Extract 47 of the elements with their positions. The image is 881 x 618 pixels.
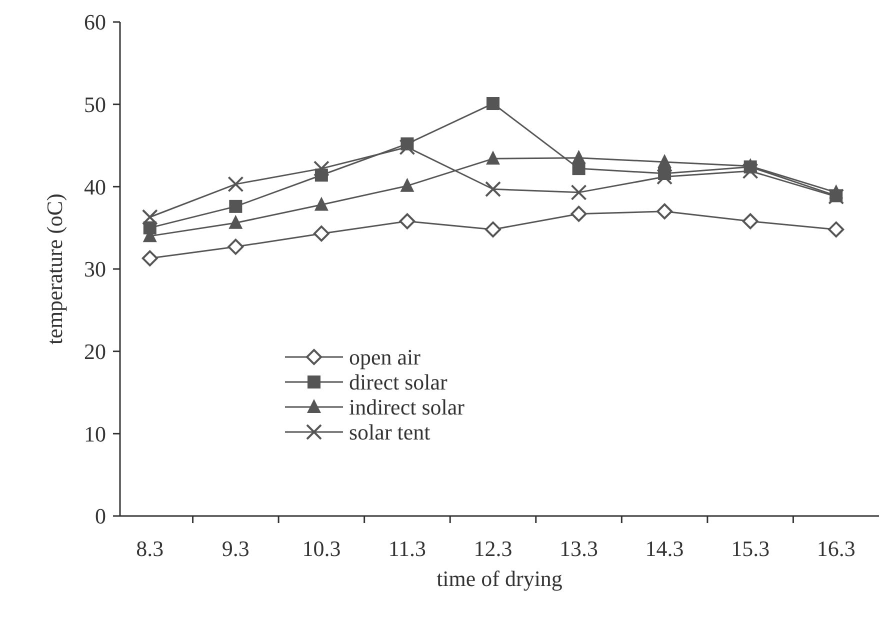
point	[486, 150, 500, 165]
point	[572, 150, 586, 164]
point	[486, 97, 500, 110]
point	[399, 139, 416, 156]
x-tick-label: 11.3	[388, 536, 426, 561]
point	[400, 178, 414, 192]
point	[142, 209, 158, 226]
point	[570, 184, 587, 200]
point	[658, 154, 672, 168]
x-tick-label: 16.3	[816, 536, 856, 561]
y-axis-title: temperature (oC)	[42, 194, 67, 344]
x-tick-label: 15.3	[731, 536, 770, 561]
point	[656, 168, 673, 185]
y-tick-label: 10	[84, 421, 106, 446]
point	[828, 221, 844, 238]
point	[399, 213, 416, 230]
x-tick-label: 9.3	[222, 536, 250, 561]
point	[314, 196, 328, 211]
x-tick-label: 14.3	[645, 536, 684, 561]
point	[742, 213, 758, 230]
y-tick-label: 40	[84, 174, 106, 200]
legend-label: solar tent	[349, 420, 430, 445]
legend-label: direct solar	[349, 370, 448, 395]
point	[228, 214, 243, 229]
point	[228, 176, 244, 192]
point	[313, 226, 330, 242]
x-tick-label: 8.3	[136, 536, 164, 561]
point	[742, 163, 758, 180]
y-tick-label: 20	[84, 339, 106, 364]
point	[570, 206, 587, 222]
point	[313, 160, 330, 177]
x-tick-label: 10.3	[302, 536, 341, 561]
x-tick-label: 12.3	[474, 536, 512, 561]
x-tick-label: 13.3	[560, 536, 598, 561]
y-tick-label: 60	[84, 10, 106, 35]
y-tick-label: 0	[95, 504, 106, 529]
x-axis-title: time of drying	[436, 566, 562, 591]
point	[485, 221, 501, 238]
point	[142, 250, 158, 266]
point	[485, 181, 501, 198]
y-tick-label: 50	[84, 92, 106, 118]
y-tick-label: 30	[84, 256, 106, 282]
point	[656, 203, 673, 220]
point	[228, 238, 244, 255]
point	[229, 200, 242, 213]
legend-label: open air	[349, 344, 422, 370]
legend-label: indirect solar	[349, 394, 466, 420]
